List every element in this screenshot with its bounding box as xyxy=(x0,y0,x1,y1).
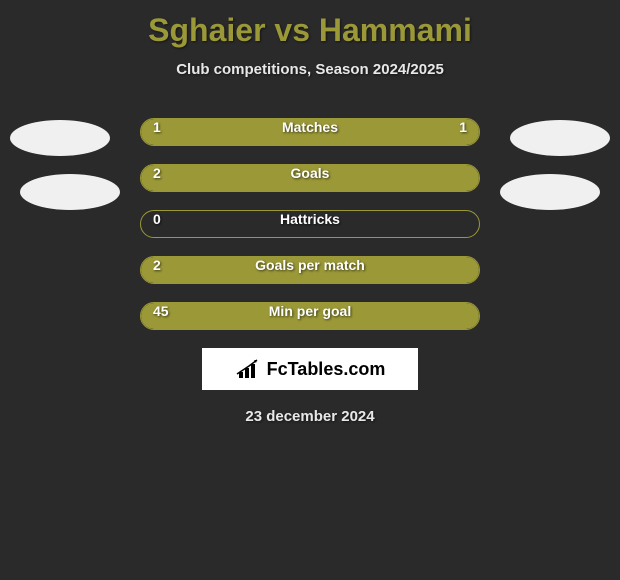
bar-wrapper: 2 Goals xyxy=(140,164,480,192)
date-text: 23 december 2024 xyxy=(0,408,620,425)
stats-container: 1 Matches 1 2 Goals 0 Hattricks 2 Goals … xyxy=(0,118,620,330)
logo-content: FcTables.com xyxy=(235,358,386,380)
stat-row-min-per-goal: 45 Min per goal xyxy=(0,302,620,330)
stat-row-goals-per-match: 2 Goals per match xyxy=(0,256,620,284)
stat-label: Matches xyxy=(282,119,338,135)
stat-label: Hattricks xyxy=(280,211,340,227)
chart-icon xyxy=(235,358,263,380)
bar-wrapper: 2 Goals per match xyxy=(140,256,480,284)
bar-wrapper: 1 Matches 1 xyxy=(140,118,480,146)
logo-box: FcTables.com xyxy=(202,348,418,390)
bar-wrapper: 0 Hattricks xyxy=(140,210,480,238)
stat-row-matches: 1 Matches 1 xyxy=(0,118,620,146)
subtitle: Club competitions, Season 2024/2025 xyxy=(0,61,620,78)
value-left: 0 xyxy=(153,211,161,227)
value-left: 45 xyxy=(153,303,169,319)
stat-row-goals: 2 Goals xyxy=(0,164,620,192)
value-left: 2 xyxy=(153,257,161,273)
stat-label: Goals per match xyxy=(255,257,365,273)
stat-row-hattricks: 0 Hattricks xyxy=(0,210,620,238)
stat-label: Min per goal xyxy=(269,303,351,319)
logo-text: FcTables.com xyxy=(267,359,386,380)
bar-wrapper: 45 Min per goal xyxy=(140,302,480,330)
stat-label: Goals xyxy=(291,165,330,181)
page-title: Sghaier vs Hammami xyxy=(0,0,620,49)
value-left: 1 xyxy=(153,119,161,135)
value-right: 1 xyxy=(459,119,467,135)
value-left: 2 xyxy=(153,165,161,181)
